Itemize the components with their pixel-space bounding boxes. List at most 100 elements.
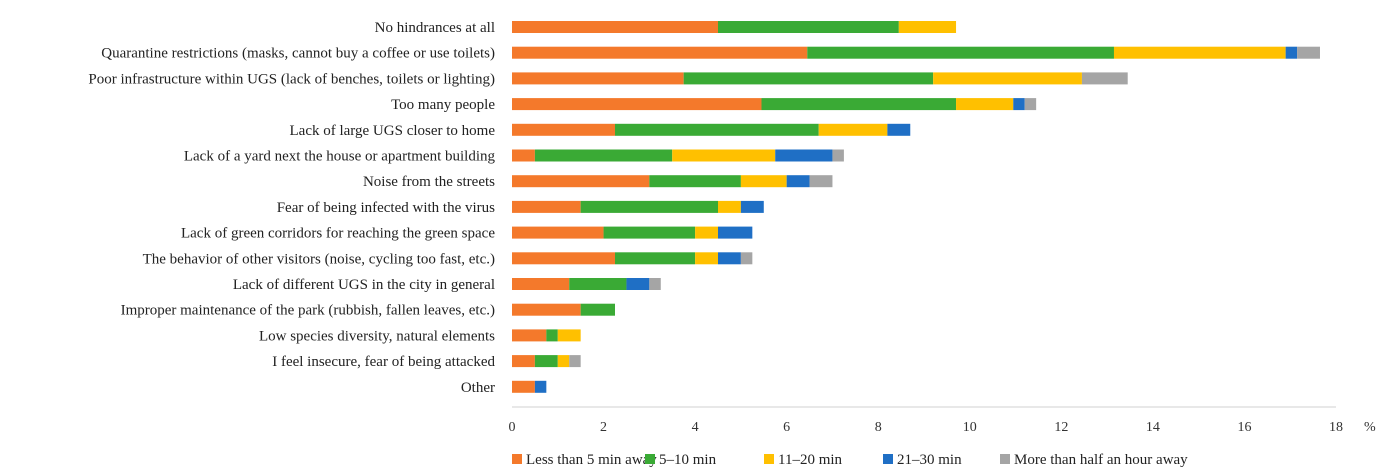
bar-segment — [887, 123, 911, 136]
x-tick-label: 6 — [783, 420, 790, 435]
bar-segment — [718, 200, 741, 213]
legend-swatch — [645, 454, 655, 464]
bar-segment — [649, 175, 741, 188]
legend-swatch — [1000, 454, 1010, 464]
bar-segment — [740, 252, 753, 265]
category-label: Lack of a yard next the house or apartme… — [184, 149, 496, 165]
bar-segment — [672, 149, 776, 162]
category-label: Lack of large UGS closer to home — [290, 123, 496, 139]
x-tick-label: 0 — [509, 420, 516, 435]
bar-segment — [512, 329, 547, 342]
bar-segment — [695, 252, 718, 265]
bar-segment — [898, 21, 957, 33]
legend-label: Less than 5 min away — [526, 452, 657, 468]
bar-segment — [557, 329, 581, 342]
bar-segment — [695, 226, 718, 239]
category-label: The behavior of other visitors (noise, c… — [143, 251, 495, 267]
bar-segment — [534, 380, 547, 393]
bar-segment — [512, 355, 535, 368]
bar-segment — [512, 200, 581, 213]
bar-segment — [512, 46, 808, 59]
bar-segment — [933, 72, 1082, 85]
category-label: Other — [461, 380, 495, 396]
category-label: No hindrances at all — [375, 20, 495, 36]
bar-segment — [649, 278, 661, 290]
bar-segment — [740, 200, 764, 213]
bar-segment — [615, 123, 819, 136]
bar-segment — [761, 98, 957, 111]
bar-segment — [569, 355, 581, 368]
category-label: Low species diversity, natural elements — [259, 328, 495, 344]
x-axis: 0 2 4 6 8 10 12 14 16 18 — [509, 406, 1343, 435]
category-label: Fear of being infected with the virus — [277, 200, 495, 216]
bar-segment — [683, 72, 934, 85]
bar-segment — [512, 123, 615, 136]
category-label: Quarantine restrictions (masks, cannot b… — [101, 46, 495, 62]
bar-segment — [557, 355, 570, 368]
bar-segment — [956, 98, 1014, 111]
x-tick-label: 4 — [692, 420, 699, 435]
bar-segment — [512, 21, 718, 33]
legend-label: 5–10 min — [659, 452, 717, 468]
bar-segment — [718, 226, 753, 239]
category-label: Lack of different UGS in the city in gen… — [233, 277, 495, 293]
bar-segment — [1297, 46, 1320, 59]
x-tick-label: 8 — [875, 420, 882, 435]
bar-segment — [807, 46, 1114, 59]
bar-segment — [626, 278, 650, 290]
category-label: I feel insecure, fear of being attacked — [272, 354, 495, 370]
bar-segment — [580, 303, 615, 316]
bar-segment — [512, 226, 604, 239]
bar-segment — [809, 175, 833, 188]
legend: Less than 5 min away 5–10 min 11–20 min 21–… — [512, 452, 1188, 468]
x-tick-label: 12 — [1054, 420, 1068, 435]
bar-segment — [512, 175, 650, 188]
bar-segment — [1081, 72, 1128, 85]
x-tick-label: 18 — [1329, 420, 1343, 435]
legend-label: 21–30 min — [897, 452, 962, 468]
bar-segment — [512, 303, 581, 316]
x-tick-label: 10 — [963, 420, 977, 435]
x-tick-label: 16 — [1237, 420, 1251, 435]
x-tick-label: 2 — [600, 420, 607, 435]
bar-segment — [512, 380, 535, 393]
bar-segment — [718, 252, 741, 265]
category-label: Too many people — [391, 97, 495, 113]
bar-segment — [1013, 98, 1025, 111]
bar-segment — [580, 200, 718, 213]
bar-segment — [512, 252, 615, 265]
bar-segment — [615, 252, 696, 265]
bar-segment — [775, 149, 833, 162]
legend-swatch — [764, 454, 774, 464]
bar-segment — [1024, 98, 1037, 111]
bar-area — [512, 21, 1320, 393]
category-labels: No hindrances at all Quarantine restricti… — [88, 20, 495, 396]
category-label: Lack of green corridors for reaching the… — [181, 226, 495, 242]
legend-swatch — [883, 454, 893, 464]
bar-segment — [603, 226, 696, 239]
x-tick-label: 14 — [1146, 420, 1160, 435]
bar-segment — [1113, 46, 1286, 59]
bar-segment — [546, 329, 558, 342]
bar-segment — [534, 149, 673, 162]
legend-label: More than half an hour away — [1014, 452, 1188, 468]
bar-segment — [512, 72, 684, 85]
category-label: Improper maintenance of the park (rubbis… — [121, 303, 495, 319]
bar-segment — [1285, 46, 1298, 59]
bar-segment — [512, 278, 570, 290]
bar-segment — [786, 175, 810, 188]
legend-label: 11–20 min — [778, 452, 843, 468]
bar-segment — [740, 175, 787, 188]
bar-segment — [832, 149, 844, 162]
legend-swatch — [512, 454, 522, 464]
bar-segment — [718, 21, 899, 33]
bar-segment — [818, 123, 888, 136]
bar-segment — [534, 355, 558, 368]
bar-segment — [512, 149, 535, 162]
category-label: Noise from the streets — [363, 174, 495, 190]
category-label: Poor infrastructure within UGS (lack of … — [88, 71, 495, 87]
bar-segment — [512, 98, 762, 111]
bar-segment — [569, 278, 627, 290]
x-axis-unit: % — [1364, 420, 1376, 435]
